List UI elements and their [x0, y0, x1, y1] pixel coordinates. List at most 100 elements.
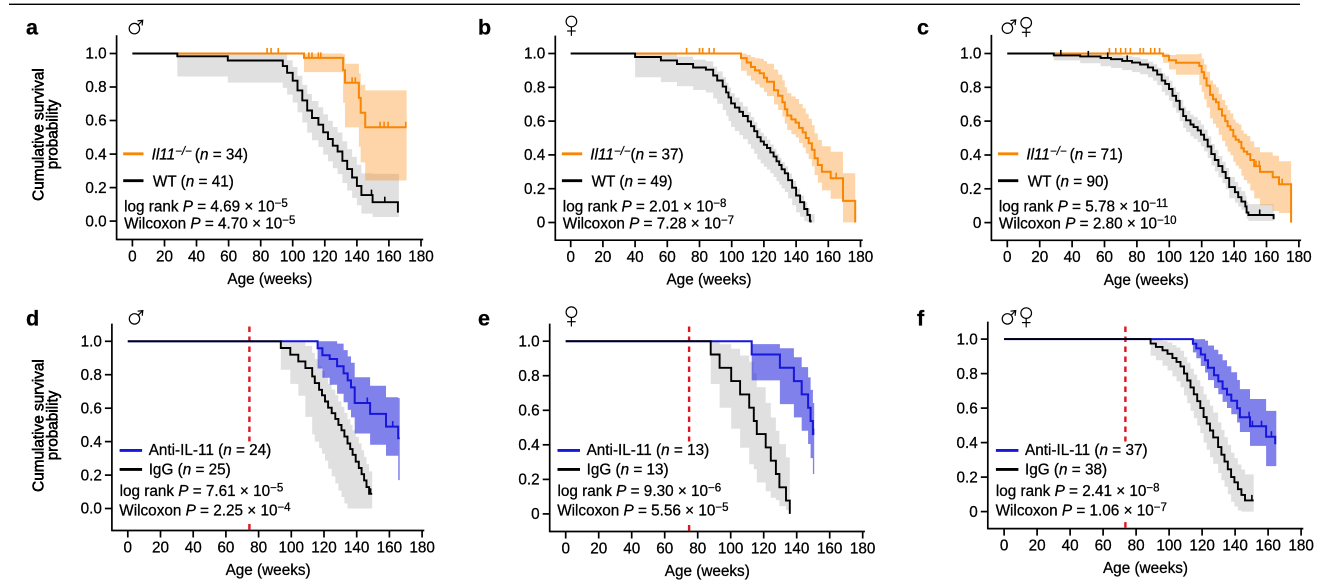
svg-text:0: 0	[973, 215, 982, 232]
svg-text:40: 40	[623, 540, 640, 557]
svg-text:20: 20	[590, 540, 607, 557]
svg-text:80: 80	[1128, 249, 1145, 266]
svg-text:60: 60	[659, 249, 676, 266]
svg-text:WT (n = 90): WT (n = 90)	[1028, 174, 1109, 191]
svg-text:1.0: 1.0	[960, 46, 981, 63]
svg-text:Cumulative survival: Cumulative survival	[30, 68, 47, 201]
svg-text:180: 180	[848, 249, 874, 266]
svg-text:probability: probability	[44, 99, 61, 169]
svg-text:180: 180	[1286, 249, 1312, 266]
svg-text:0.8: 0.8	[518, 368, 539, 385]
svg-text:Anti-IL-11 (n = 24): Anti-IL-11 (n = 24)	[149, 442, 272, 459]
svg-text:a: a	[26, 15, 39, 39]
svg-text:40: 40	[185, 539, 202, 556]
svg-text:140: 140	[344, 539, 370, 556]
svg-text:0: 0	[531, 506, 540, 523]
svg-text:0.0: 0.0	[81, 501, 102, 518]
svg-text:140: 140	[1221, 249, 1247, 266]
svg-text:120: 120	[312, 248, 338, 265]
svg-text:0.2: 0.2	[518, 472, 539, 489]
svg-text:60: 60	[656, 540, 673, 557]
svg-text:0.2: 0.2	[957, 469, 978, 486]
svg-text:Cumulative survival: Cumulative survival	[30, 68, 47, 201]
svg-text:0.4: 0.4	[957, 435, 979, 452]
svg-text:120: 120	[751, 249, 777, 266]
svg-text:0.6: 0.6	[524, 113, 545, 130]
svg-text:Cumulative survival: Cumulative survival	[30, 359, 47, 492]
svg-text:WT (n = 49): WT (n = 49)	[592, 174, 673, 191]
svg-text:Anti-IL-11 (n = 13): Anti-IL-11 (n = 13)	[587, 442, 710, 459]
svg-text:0: 0	[561, 540, 570, 557]
svg-text:160: 160	[376, 248, 402, 265]
svg-text:140: 140	[344, 248, 370, 265]
svg-text:0.8: 0.8	[81, 367, 102, 384]
svg-text:WT (n = 41): WT (n = 41)	[153, 174, 234, 191]
svg-text:0: 0	[969, 504, 978, 521]
svg-text:IgG (n = 25): IgG (n = 25)	[149, 461, 231, 478]
svg-text:Age (weeks): Age (weeks)	[226, 562, 311, 579]
svg-text:0: 0	[1000, 538, 1009, 555]
svg-text:Il11−/− (n = 34): Il11−/− (n = 34)	[152, 146, 248, 164]
svg-text:140: 140	[784, 540, 810, 557]
svg-text:Wilcoxon P = 7.28 × 10−7: Wilcoxon P = 7.28 × 10−7	[563, 215, 734, 233]
svg-text:log rank P = 9.30 × 10−6: log rank P = 9.30 × 10−6	[558, 483, 722, 501]
svg-text:d: d	[26, 306, 39, 330]
svg-text:log rank P = 5.78 × 10−11: log rank P = 5.78 × 10−11	[999, 198, 1168, 216]
svg-text:probability: probability	[44, 99, 61, 169]
svg-text:40: 40	[1062, 538, 1079, 555]
svg-text:Age (weeks): Age (weeks)	[666, 272, 751, 289]
svg-text:0: 0	[124, 539, 133, 556]
svg-text:0.8: 0.8	[960, 80, 981, 97]
svg-text:180: 180	[1288, 538, 1314, 555]
svg-text:180: 180	[408, 248, 434, 265]
svg-text:20: 20	[1029, 538, 1046, 555]
svg-text:100: 100	[1156, 538, 1182, 555]
svg-text:log rank P = 2.41 × 10−8: log rank P = 2.41 × 10−8	[996, 483, 1160, 501]
svg-text:Wilcoxon P = 4.70 × 10−5: Wilcoxon P = 4.70 × 10−5	[124, 215, 295, 233]
svg-text:160: 160	[377, 539, 403, 556]
svg-text:probability: probability	[44, 390, 61, 460]
svg-text:0: 0	[566, 249, 575, 266]
svg-text:probability: probability	[44, 99, 61, 169]
svg-text:100: 100	[280, 248, 306, 265]
svg-text:160: 160	[817, 540, 843, 557]
svg-text:120: 120	[751, 540, 777, 557]
svg-text:0: 0	[537, 215, 546, 232]
svg-text:160: 160	[816, 249, 842, 266]
svg-text:f: f	[917, 306, 925, 330]
svg-text:120: 120	[1189, 249, 1215, 266]
svg-text:Il11−/−(n = 37): Il11−/−(n = 37)	[590, 146, 683, 164]
svg-text:Wilcoxon P = 1.06 × 10−7: Wilcoxon P = 1.06 × 10−7	[996, 502, 1167, 520]
svg-text:40: 40	[188, 248, 205, 265]
svg-text:80: 80	[689, 540, 706, 557]
svg-text:b: b	[478, 15, 491, 39]
svg-text:0.4: 0.4	[524, 147, 546, 164]
svg-text:20: 20	[1031, 249, 1048, 266]
svg-text:100: 100	[719, 249, 745, 266]
svg-text:140: 140	[783, 249, 809, 266]
svg-text:120: 120	[311, 539, 337, 556]
svg-text:IgG (n = 38): IgG (n = 38)	[1025, 461, 1107, 478]
svg-text:0.2: 0.2	[524, 181, 545, 198]
svg-text:Il11−/− (n = 71): Il11−/− (n = 71)	[1026, 146, 1122, 164]
svg-text:probability: probability	[44, 390, 61, 460]
svg-text:60: 60	[217, 539, 234, 556]
svg-text:0: 0	[1003, 249, 1012, 266]
svg-text:20: 20	[156, 248, 173, 265]
svg-text:probability: probability	[44, 390, 61, 460]
svg-text:0: 0	[128, 248, 137, 265]
svg-text:60: 60	[220, 248, 237, 265]
svg-text:Anti-IL-11 (n = 37): Anti-IL-11 (n = 37)	[1025, 442, 1148, 459]
svg-text:100: 100	[279, 539, 305, 556]
svg-text:0.6: 0.6	[957, 400, 978, 417]
svg-text:Age (weeks): Age (weeks)	[227, 271, 312, 288]
svg-text:0.6: 0.6	[85, 113, 106, 130]
svg-text:c: c	[917, 15, 929, 39]
svg-text:Age (weeks): Age (weeks)	[1103, 560, 1188, 577]
svg-text:Wilcoxon P = 5.56 × 10−5: Wilcoxon P = 5.56 × 10−5	[557, 502, 728, 520]
svg-text:1.0: 1.0	[518, 333, 539, 350]
svg-text:80: 80	[250, 539, 267, 556]
svg-text:20: 20	[594, 249, 611, 266]
svg-text:0.2: 0.2	[85, 180, 106, 197]
svg-text:0.2: 0.2	[81, 467, 102, 484]
